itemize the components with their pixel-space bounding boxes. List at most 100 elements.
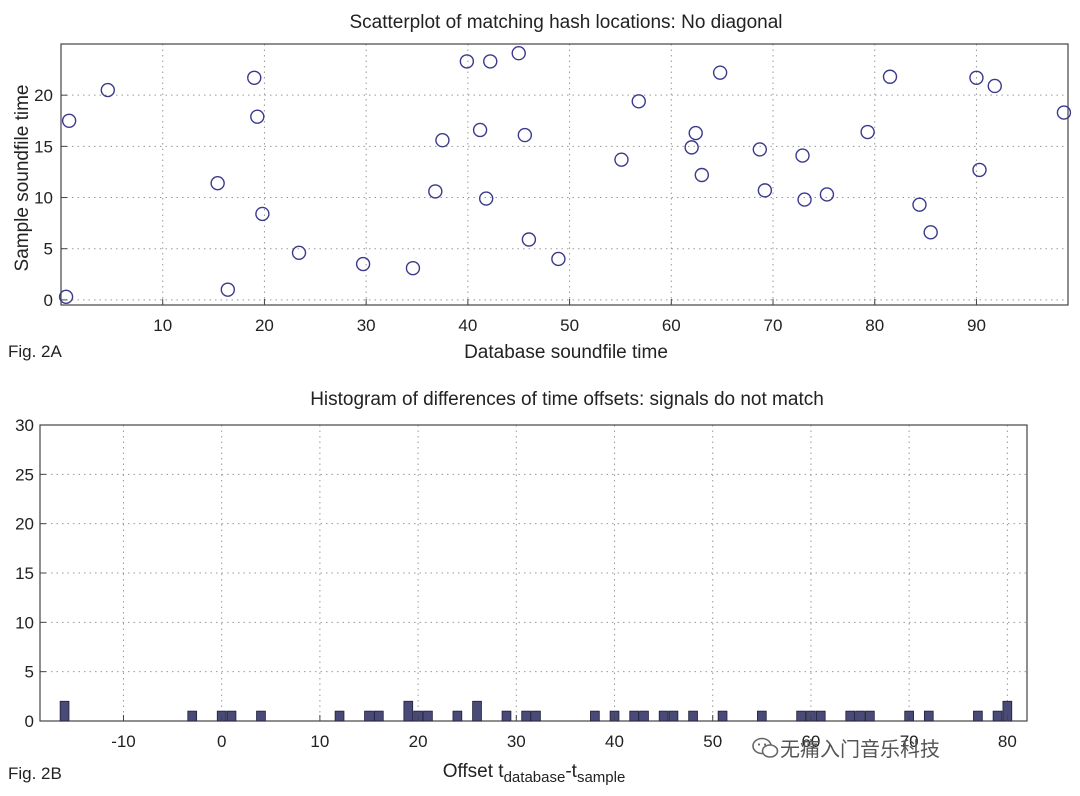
scatter-point — [614, 152, 629, 167]
scatter-point — [220, 282, 236, 297]
scatter-x-tick-label: 10 — [153, 316, 172, 335]
histogram-bar — [845, 710, 856, 722]
scatter-point — [472, 122, 488, 138]
scatter-point — [684, 140, 699, 155]
histogram-bar — [364, 710, 374, 722]
x-label-sub-sample: sample — [577, 769, 625, 786]
histogram-bar — [668, 710, 679, 722]
histogram-bar — [757, 710, 767, 722]
histogram-y-tick-label: 5 — [25, 663, 34, 682]
histogram-bar — [973, 710, 983, 722]
histogram-bar — [423, 710, 433, 722]
histogram-bar — [717, 710, 728, 722]
scatter-point — [100, 82, 115, 98]
scatter-point — [247, 70, 262, 85]
scatter-point — [912, 197, 927, 212]
histogram-figure-label: Fig. 2B — [8, 764, 62, 783]
histogram-y-tick-label: 20 — [15, 515, 34, 534]
histogram-y-tick-label: 0 — [25, 712, 34, 731]
histogram-title: Histogram of differences of time offsets… — [310, 389, 824, 410]
scatter-point — [923, 225, 938, 240]
scatter-point — [517, 127, 533, 143]
scatter-point — [355, 256, 371, 272]
scatter-point — [291, 245, 307, 261]
scatter-y-tick-label: 10 — [34, 189, 53, 208]
scatter-point — [819, 187, 835, 202]
histogram-grid — [40, 424, 1027, 721]
histogram-y-tick-label: 25 — [15, 465, 34, 484]
scatter-y-tick-label: 15 — [34, 137, 53, 156]
scatter-axis-ticks: 10 20 30 40 50 60 70 80 90 0 5 10 15 20 — [34, 86, 986, 335]
histogram-bar — [855, 710, 865, 722]
scatter-point — [1056, 105, 1072, 120]
scatter-point — [483, 54, 498, 69]
scatter-x-tick-label: 90 — [967, 316, 986, 335]
scatter-y-tick-label: 5 — [44, 240, 53, 259]
histogram-x-tick-label: 30 — [507, 732, 526, 751]
histogram-y-tick-label: 30 — [15, 416, 34, 435]
histogram-x-tick-label: -10 — [111, 732, 136, 751]
scatter-y-tick-label: 0 — [44, 291, 53, 310]
scatter-point — [521, 232, 537, 247]
scatter-point — [58, 289, 74, 305]
scatter-point — [972, 162, 987, 178]
histogram-bar — [403, 700, 414, 722]
scatter-point — [405, 260, 421, 276]
scatter-point — [969, 70, 984, 85]
histogram-bar — [334, 710, 345, 722]
histogram-bars — [59, 700, 1013, 722]
histogram-bar — [472, 700, 482, 722]
scatter-point — [631, 94, 646, 109]
scatter-x-tick-label: 50 — [560, 316, 579, 335]
scatter-x-tick-label: 80 — [865, 316, 884, 335]
histogram-bar — [521, 710, 531, 722]
x-label-offset: Offset t — [443, 761, 505, 782]
scatter-x-tick-label: 40 — [458, 316, 477, 335]
histogram-bar — [226, 710, 237, 722]
scatter-point — [797, 192, 812, 207]
scatter-x-tick-label: 70 — [764, 316, 783, 335]
histogram-chart: Histogram of differences of time offsets… — [8, 389, 1028, 786]
histogram-x-tick-label: 80 — [998, 732, 1017, 751]
histogram-bar — [501, 710, 512, 722]
scatter-point — [435, 133, 450, 148]
scatter-point — [428, 184, 443, 199]
histogram-bar — [256, 710, 266, 722]
scatter-grid — [61, 44, 1068, 305]
scatter-point — [551, 251, 566, 267]
histogram-bar — [815, 710, 826, 722]
scatter-x-tick-label: 30 — [357, 316, 376, 335]
histogram-bar — [688, 710, 698, 722]
scatter-x-tick-label: 60 — [662, 316, 681, 335]
scatter-point — [752, 142, 767, 157]
histogram-axis-ticks: -10 0 10 20 30 40 50 60 70 80 0 5 10 15 20 25 30 — [15, 416, 1017, 751]
scatter-point — [511, 46, 526, 61]
histogram-x-axis-label: Offset tdatabase-tsample — [443, 761, 626, 786]
scatter-point — [860, 124, 875, 140]
histogram-bar — [865, 710, 875, 722]
histogram-bar — [187, 710, 198, 722]
scatter-point — [987, 78, 1002, 94]
histogram-bar — [59, 700, 70, 722]
wechat-icon — [752, 737, 779, 758]
scatter-y-axis-label: Sample soundfile time — [12, 85, 33, 272]
scatter-point — [795, 148, 810, 163]
histogram-x-tick-label: 70 — [900, 732, 919, 751]
histogram-x-tick-label: 60 — [801, 732, 820, 751]
scatter-point — [688, 125, 703, 141]
histogram-bar — [639, 710, 649, 722]
histogram-x-tick-label: 40 — [605, 732, 624, 751]
scatter-point — [478, 191, 494, 206]
histogram-bar — [531, 710, 541, 722]
scatter-points — [58, 46, 1072, 305]
scatter-figure-label: Fig. 2A — [8, 342, 63, 361]
histogram-x-tick-label: 50 — [703, 732, 722, 751]
histogram-bar — [374, 710, 384, 722]
histogram-bar — [658, 710, 669, 722]
scatter-point — [694, 167, 710, 183]
scatter-point — [757, 183, 773, 198]
histogram-y-tick-label: 15 — [15, 564, 34, 583]
scatter-chart: Scatterplot of matching hash locations: … — [8, 12, 1072, 363]
scatter-x-axis-label: Database soundfile time — [464, 342, 668, 363]
